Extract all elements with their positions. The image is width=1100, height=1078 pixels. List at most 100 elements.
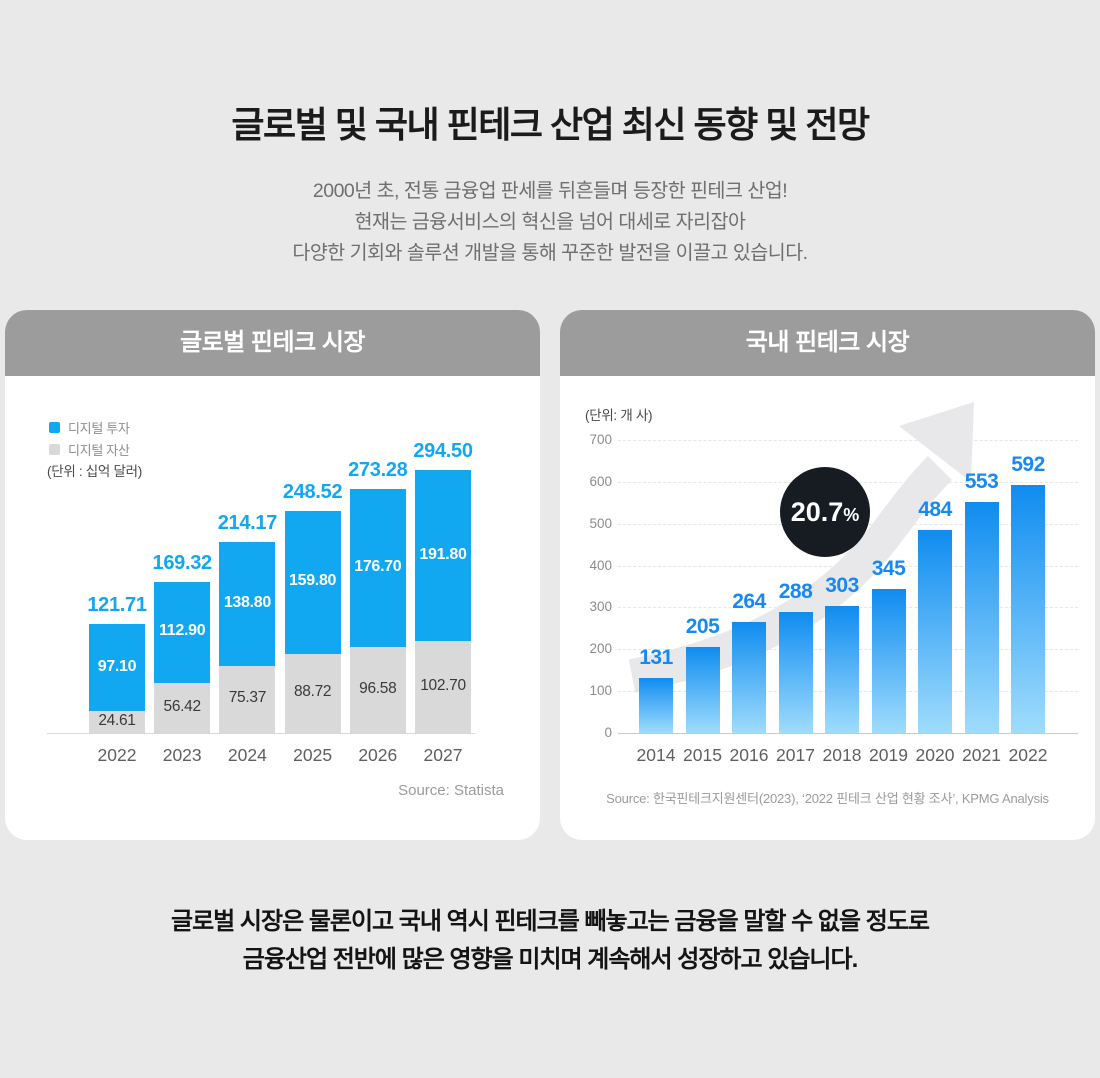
domestic-market-chart: (단위: 개 사) 0 100 200 300 400 500 600 700 131 2014… [560, 376, 1095, 840]
bar [918, 530, 952, 733]
x-axis-label: 2018 [822, 745, 862, 765]
bar-segment-digital-assets [154, 682, 211, 733]
growth-rate-suffix: % [843, 504, 860, 525]
digital-investment-value-label: 191.80 [419, 545, 467, 563]
x-axis-label: 2022 [1008, 745, 1048, 765]
bar [639, 678, 673, 733]
bar-value-label: 592 [1011, 453, 1045, 477]
x-axis-label: 2019 [869, 745, 908, 765]
digital-assets-value-label: 102.70 [420, 677, 466, 695]
digital-assets-value-label: 88.72 [293, 683, 332, 701]
page-subtitle: 2000년 초, 전통 금융업 판세를 뒤흔들며 등장한 핀테크 산업! 현재는… [0, 176, 1100, 269]
bar-segment-digital-assets [284, 653, 341, 733]
bar-segment-digital-investment [284, 511, 341, 654]
global-chart-baseline [47, 733, 475, 734]
gridline [618, 439, 1078, 441]
digital-assets-value-label: 56.42 [163, 697, 202, 715]
bar-value-label: 553 [964, 469, 999, 493]
subtitle-line-3: 다양한 기회와 솔루션 개발을 통해 꾸준한 발전을 이끌고 있습니다. [292, 242, 808, 264]
y-axis-label: 600 [589, 473, 612, 489]
bar-segment-digital-investment [415, 470, 471, 642]
global-chart-legend: 디지털 투자 디지털 자산 [49, 416, 130, 460]
x-axis-label: 2023 [162, 745, 202, 765]
footer-line-2: 금융산업 전반에 많은 영향을 미치며 계속해서 성장하고 있습니다. [242, 946, 859, 973]
bar [964, 501, 999, 733]
digital-investment-value-label: 159.80 [289, 572, 337, 590]
digital-investment-value-label: 97.10 [97, 657, 137, 675]
domestic-market-card: 국내 핀테크 시장 (단위: 개 사) 0 100 200 300 400 500 600 7… [560, 310, 1095, 840]
x-axis-label: 2020 [915, 745, 955, 765]
bar-total-label: 121.71 [87, 594, 147, 617]
bar [685, 647, 720, 733]
bar-value-label: 345 [871, 556, 906, 580]
bar-value-label: 205 [685, 615, 720, 639]
global-market-chart: 디지털 투자 디지털 자산 (단위 : 십억 달러) 24.61 97.10 121… [5, 376, 540, 840]
digital-assets-value-label: 24.61 [98, 712, 136, 729]
y-axis-label: 200 [589, 641, 612, 657]
x-axis-label: 2015 [683, 745, 722, 765]
bar-value-label: 131 [639, 646, 673, 670]
bar-total-label: 214.17 [217, 511, 278, 534]
y-axis-label: 700 [589, 431, 612, 447]
bar-segment-digital-assets [415, 641, 471, 733]
digital-investment-value-label: 176.70 [354, 557, 402, 575]
global-market-card-title: 글로벌 핀테크 시장 [5, 310, 540, 376]
bar-segment-digital-assets [89, 711, 145, 733]
global-market-card: 글로벌 핀테크 시장 디지털 투자 디지털 자산 (단위 : 십억 달러) 24… [5, 310, 540, 840]
page-footer: 글로벌 시장은 물론이고 국내 역시 핀테크를 빼놓고는 금융을 말할 수 없을… [0, 903, 1100, 979]
x-axis-label: 2027 [423, 745, 463, 765]
global-chart-source: Source: Statista [398, 782, 504, 799]
legend-item-digital-investment: 디지털 투자 [49, 416, 130, 438]
bar-segment-digital-assets [219, 665, 276, 733]
bar-value-label: 484 [918, 498, 952, 522]
digital-assets-value-label: 75.37 [228, 689, 267, 707]
bar-total-label: 248.52 [282, 481, 343, 504]
y-axis-label: 100 [589, 683, 612, 699]
digital-assets-value-label: 96.58 [359, 679, 397, 697]
gridline [618, 733, 1078, 734]
bar-total-label: 169.32 [152, 551, 213, 574]
y-axis-label: 500 [589, 515, 612, 531]
footer-line-1: 글로벌 시장은 물론이고 국내 역시 핀테크를 빼놓고는 금융을 말할 수 없을… [171, 908, 930, 935]
bar-total-label: 273.28 [348, 458, 408, 481]
bar [825, 606, 859, 733]
bar-segment-digital-investment [219, 541, 276, 666]
bar-segment-digital-investment [89, 624, 145, 711]
legend-item-digital-assets: 디지털 자산 [49, 438, 130, 460]
domestic-market-card-title: 국내 핀테크 시장 [560, 310, 1095, 376]
bar-value-label: 264 [732, 590, 766, 614]
bar-segment-digital-assets [349, 646, 406, 733]
y-axis-label: 0 [604, 725, 612, 740]
global-chart-unit-label: (단위 : 십억 달러) [47, 464, 142, 479]
domestic-chart-unit-label: (단위: 개 사) [585, 408, 653, 423]
x-axis-label: 2014 [636, 745, 676, 765]
x-axis-label: 2017 [776, 745, 815, 765]
page-title: 글로벌 및 국내 핀테크 산업 최신 동향 및 전망 [231, 104, 870, 145]
x-axis-label: 2026 [358, 745, 398, 765]
digital-investment-value-label: 112.90 [159, 622, 206, 640]
bar [732, 622, 766, 733]
bar-total-label: 294.50 [413, 440, 473, 462]
legend-label-digital-investment: 디지털 투자 [68, 420, 130, 436]
y-axis-label: 300 [589, 599, 612, 615]
x-axis-label: 2016 [729, 745, 769, 765]
legend-swatch-digital-assets-icon [49, 443, 60, 455]
bar-value-label: 303 [825, 574, 859, 598]
bar-segment-digital-investment [349, 488, 406, 647]
bar [778, 612, 813, 733]
x-axis-label: 2024 [227, 745, 267, 765]
x-axis-label: 2022 [97, 745, 137, 765]
x-axis-label: 2025 [293, 745, 333, 765]
x-axis-label: 2021 [962, 745, 1001, 765]
bar [1011, 485, 1045, 733]
growth-rate-badge: 20.7 % [780, 467, 870, 557]
legend-swatch-digital-investment-icon [49, 421, 60, 433]
digital-investment-value-label: 138.80 [223, 593, 271, 611]
legend-label-digital-assets: 디지털 자산 [68, 442, 130, 458]
subtitle-line-2: 현재는 금융서비스의 혁신을 넘어 대세로 자리잡아 [354, 211, 746, 233]
y-axis-label: 400 [589, 557, 612, 573]
bar-value-label: 288 [778, 580, 813, 604]
bar-segment-digital-investment [154, 581, 211, 683]
growth-rate-value: 20.7 [790, 496, 844, 527]
subtitle-line-1: 2000년 초, 전통 금융업 판세를 뒤흔들며 등장한 핀테크 산업! [312, 180, 788, 202]
